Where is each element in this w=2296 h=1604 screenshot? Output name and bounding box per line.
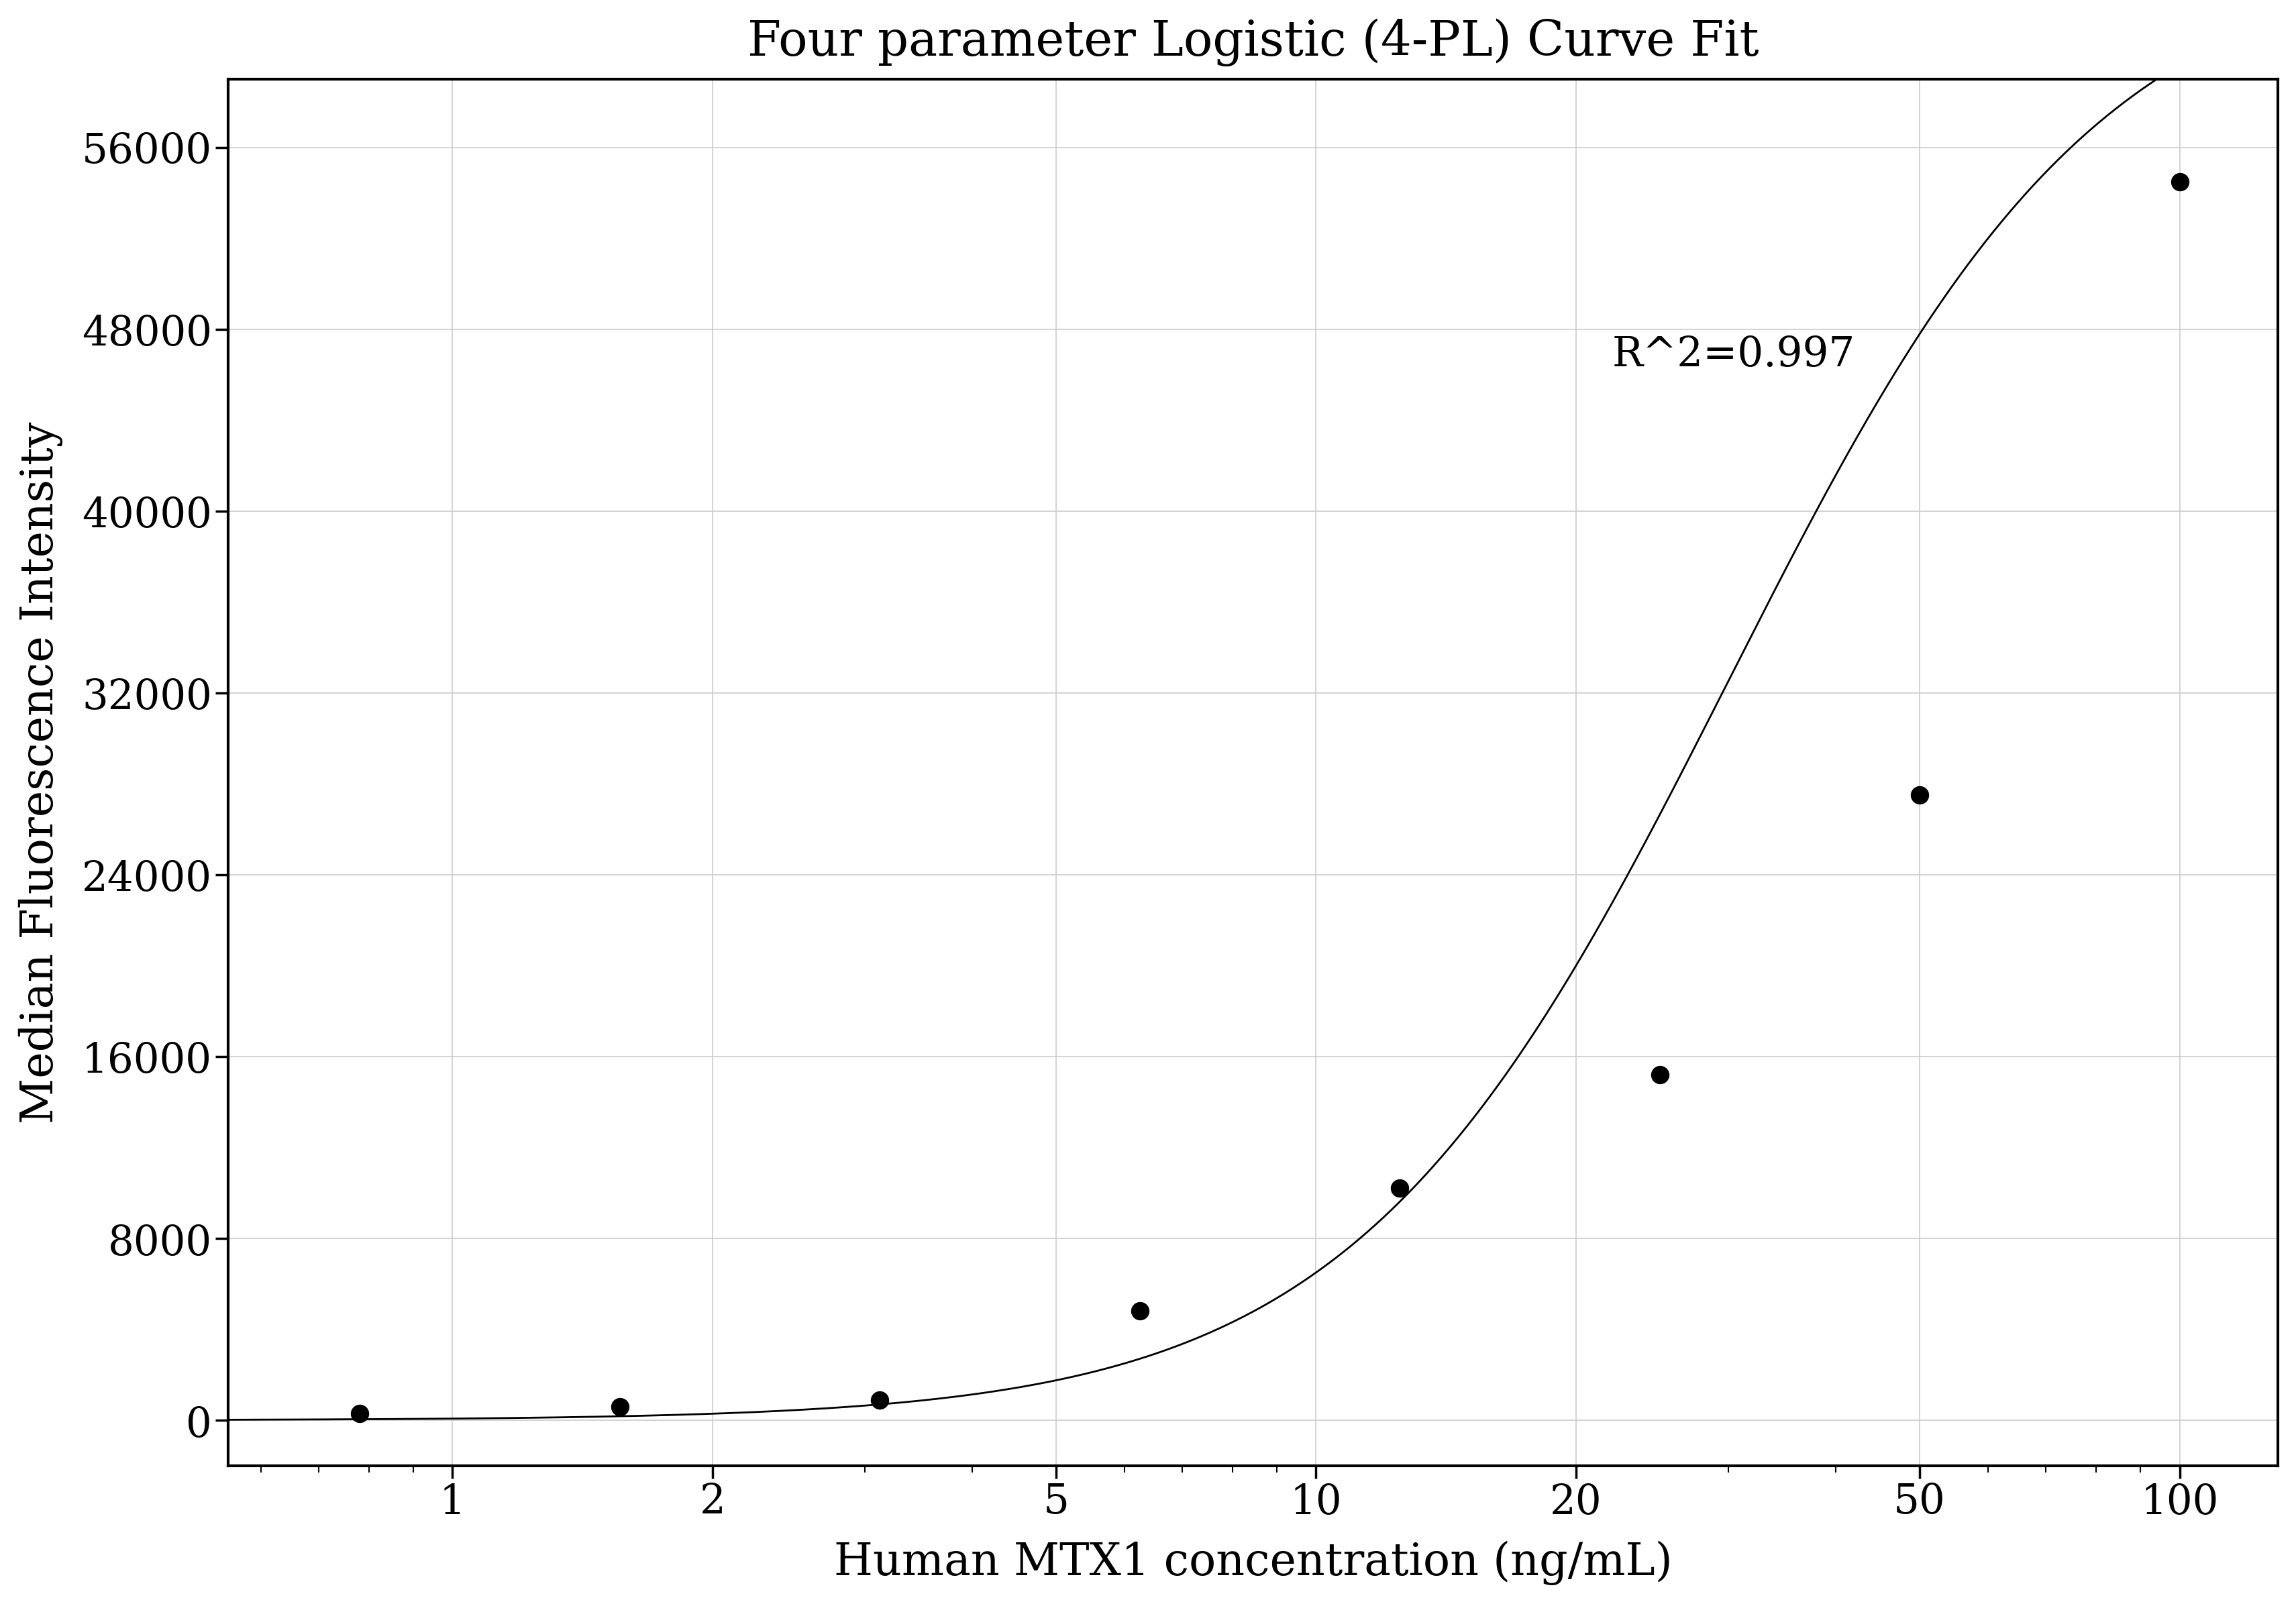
Point bbox=[340, 1400, 377, 1426]
Point bbox=[1642, 1062, 1678, 1088]
Point bbox=[602, 1394, 638, 1420]
Point bbox=[1380, 1176, 1417, 1201]
Title: Four parameter Logistic (4-PL) Curve Fit: Four parameter Logistic (4-PL) Curve Fit bbox=[746, 19, 1759, 67]
Point bbox=[2161, 168, 2197, 194]
Y-axis label: Median Fluorescence Intensity: Median Fluorescence Intensity bbox=[18, 422, 62, 1123]
X-axis label: Human MTX1 concentration (ng/mL): Human MTX1 concentration (ng/mL) bbox=[833, 1541, 1671, 1585]
Text: R^2=0.997: R^2=0.997 bbox=[1612, 335, 1855, 375]
Point bbox=[1901, 783, 1938, 808]
Point bbox=[861, 1387, 898, 1413]
Point bbox=[1120, 1298, 1157, 1323]
